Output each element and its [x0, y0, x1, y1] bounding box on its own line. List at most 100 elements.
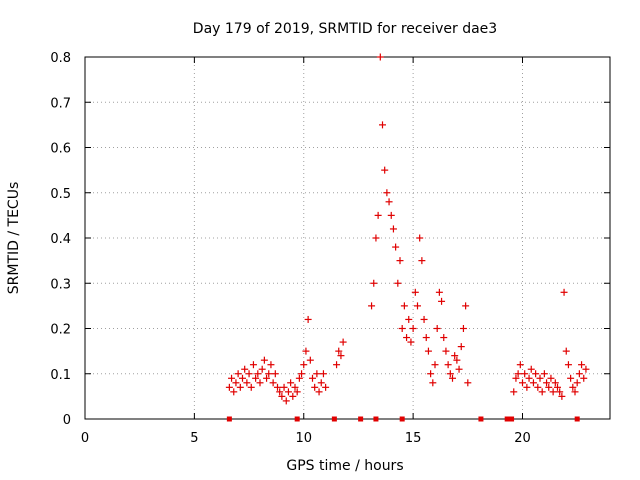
x-tick-labels: 0 5 10 15 20: [81, 431, 531, 446]
data-point: [551, 379, 559, 387]
data-point: [451, 352, 459, 360]
data-point: [519, 379, 526, 387]
y-tick-label: 0.6: [50, 142, 71, 157]
data-point: [435, 288, 443, 296]
data-point: [409, 325, 417, 332]
data-point: [256, 379, 264, 387]
data-point: [556, 388, 564, 396]
data-point: [368, 302, 376, 310]
data-point: [335, 347, 343, 355]
data-point: [392, 243, 400, 251]
data-point: [407, 338, 415, 346]
data-point: [538, 388, 546, 396]
y-tick-label: 0.4: [50, 232, 71, 247]
data-point: [510, 388, 518, 396]
data-point: [254, 370, 262, 378]
x-tick-label: 0: [81, 431, 89, 446]
data-point: [383, 189, 391, 197]
data-point: [512, 374, 520, 382]
zero-marker: [509, 416, 515, 422]
data-point: [575, 370, 583, 378]
data-point: [258, 365, 266, 373]
data-point: [387, 211, 395, 219]
data-point: [549, 388, 557, 396]
data-point: [521, 370, 529, 378]
data-point: [295, 374, 303, 382]
data-point: [411, 288, 419, 296]
data-point: [287, 379, 295, 387]
data-point: [306, 356, 314, 364]
data-point: [276, 388, 284, 396]
data-point: [243, 379, 251, 387]
data-point: [540, 370, 548, 378]
x-tick-label: 20: [514, 431, 531, 446]
data-point: [265, 370, 273, 378]
data-point: [337, 352, 345, 360]
y-tick-label: 0.2: [50, 323, 71, 338]
data-point: [298, 370, 306, 378]
data-point: [381, 166, 389, 174]
data-point: [300, 361, 308, 369]
data-point: [442, 347, 450, 355]
data-point: [444, 361, 452, 369]
data-point: [416, 234, 424, 242]
data-point: [516, 361, 524, 369]
x-tick-label: 5: [190, 431, 198, 446]
data-point: [282, 397, 290, 405]
data-point: [263, 374, 271, 382]
zero-marker: [574, 416, 580, 422]
data-point: [333, 361, 341, 369]
data-point: [260, 356, 268, 364]
y-tick-label: 0: [63, 413, 71, 428]
data-point: [569, 383, 577, 391]
data-point: [545, 383, 553, 391]
data-point: [449, 374, 456, 382]
y-tick-label: 0.3: [50, 277, 71, 292]
data-point: [376, 53, 384, 61]
data-point: [389, 225, 397, 233]
data-point: [252, 374, 260, 382]
y-tick-labels: 0 0.1 0.2 0.3 0.4 0.5 0.6 0.7 0.8: [50, 51, 71, 428]
zero-marker: [373, 416, 379, 422]
zero-marker: [331, 416, 337, 422]
data-point: [274, 383, 281, 391]
data-point: [571, 388, 579, 396]
grid: [85, 57, 610, 419]
zero-marker: [294, 416, 300, 422]
data-point: [239, 374, 246, 382]
data-point: [304, 315, 312, 323]
data-point: [532, 370, 540, 378]
data-point: [547, 374, 555, 382]
data-point: [433, 325, 441, 332]
data-point: [319, 370, 327, 378]
data-point: [573, 379, 581, 387]
data-point: [228, 374, 236, 382]
data-point: [453, 356, 461, 364]
data-point: [232, 379, 240, 387]
data-point: [558, 392, 566, 400]
axis-ticks: [84, 56, 610, 420]
data-point: [280, 383, 288, 391]
data-point: [293, 388, 301, 396]
data-point: [523, 383, 531, 391]
data-point: [424, 347, 432, 355]
y-tick-label: 0.5: [50, 187, 71, 202]
data-point: [403, 334, 411, 342]
data-point: [422, 334, 430, 342]
data-point: [414, 302, 421, 310]
data-point: [379, 121, 386, 129]
data-point: [527, 365, 535, 373]
data-point: [398, 325, 406, 332]
data-point: [529, 379, 537, 387]
data-point: [396, 257, 404, 265]
data-point: [234, 370, 242, 378]
zero-marker: [504, 416, 510, 422]
y-tick-label: 0.1: [50, 368, 71, 383]
zero-marker: [358, 416, 364, 422]
y-axis-label: SRMTID / TECUs: [6, 182, 22, 295]
chart-title: Day 179 of 2019, SRMTID for receiver dae…: [193, 21, 497, 37]
data-point: [267, 361, 275, 369]
data-point: [247, 383, 255, 391]
data-point: [567, 374, 575, 382]
data-point: [236, 383, 244, 391]
